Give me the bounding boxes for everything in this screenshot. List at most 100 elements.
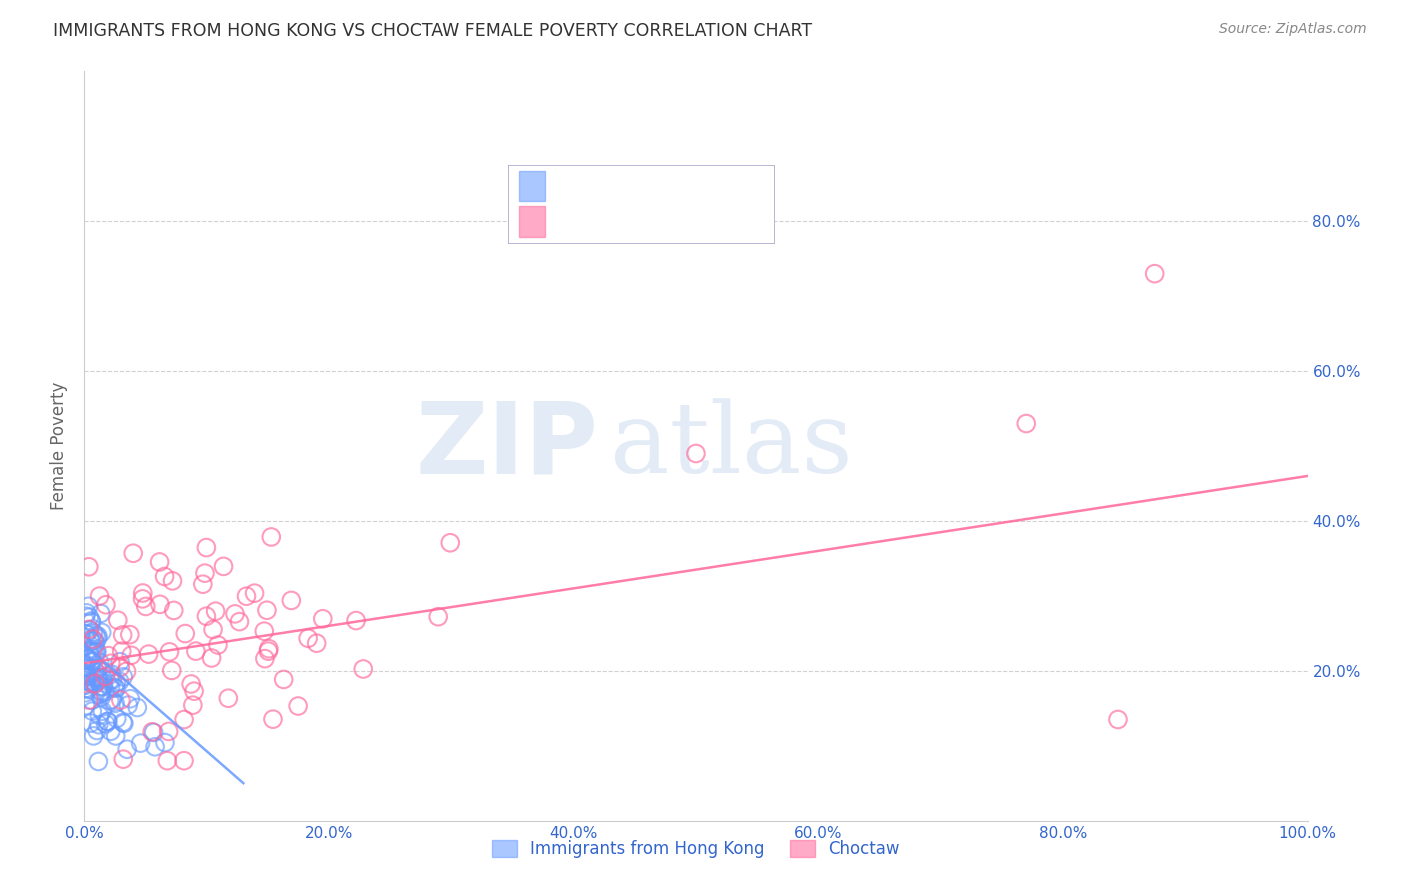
Point xyxy=(117,698,139,712)
Point xyxy=(195,609,218,624)
Point xyxy=(200,651,222,665)
Point xyxy=(112,670,135,684)
Point xyxy=(202,623,225,637)
Point xyxy=(174,626,197,640)
Point xyxy=(90,664,112,678)
Point xyxy=(83,633,105,648)
Point xyxy=(111,644,134,658)
Point xyxy=(80,662,103,676)
Point xyxy=(80,675,103,690)
Point xyxy=(98,673,121,687)
Point xyxy=(80,641,103,656)
Point xyxy=(120,648,142,663)
Point xyxy=(90,625,112,640)
Point xyxy=(439,535,461,549)
Point xyxy=(228,615,250,629)
Point xyxy=(97,714,120,729)
Point xyxy=(76,669,98,683)
Text: Source: ZipAtlas.com: Source: ZipAtlas.com xyxy=(1219,22,1367,37)
Point xyxy=(84,645,107,659)
Point xyxy=(89,708,111,723)
Point xyxy=(115,742,138,756)
Point xyxy=(181,698,204,713)
Point xyxy=(312,612,335,626)
Point xyxy=(87,717,110,731)
Point xyxy=(108,674,131,689)
Point xyxy=(110,693,132,707)
Point xyxy=(1143,267,1166,281)
Point xyxy=(86,662,108,676)
Point xyxy=(257,644,280,658)
Point xyxy=(84,677,107,691)
Point xyxy=(86,632,108,646)
Point xyxy=(100,692,122,706)
Point xyxy=(243,586,266,600)
Point xyxy=(84,676,107,690)
Text: N = 105: N = 105 xyxy=(682,178,754,194)
Y-axis label: Female Poverty: Female Poverty xyxy=(51,382,69,510)
Point xyxy=(131,591,153,606)
Point xyxy=(224,607,246,621)
Point xyxy=(91,680,114,694)
Point xyxy=(89,589,111,603)
Point xyxy=(217,691,239,706)
Point xyxy=(82,655,104,669)
Point xyxy=(184,644,207,658)
Point xyxy=(156,754,179,768)
Point xyxy=(90,690,112,704)
Point xyxy=(157,724,180,739)
Point xyxy=(100,657,122,671)
Point xyxy=(111,628,134,642)
Point xyxy=(75,627,97,641)
Legend: Immigrants from Hong Kong, Choctaw: Immigrants from Hong Kong, Choctaw xyxy=(485,833,907,864)
Point xyxy=(97,648,120,663)
Point xyxy=(75,671,97,685)
Point xyxy=(87,672,110,686)
Point xyxy=(194,566,217,581)
Point xyxy=(77,559,100,574)
Point xyxy=(305,636,328,650)
Text: IMMIGRANTS FROM HONG KONG VS CHOCTAW FEMALE POVERTY CORRELATION CHART: IMMIGRANTS FROM HONG KONG VS CHOCTAW FEM… xyxy=(53,22,813,40)
Point xyxy=(100,667,122,681)
Point xyxy=(180,677,202,691)
Point xyxy=(79,632,101,647)
Point xyxy=(127,700,149,714)
Point xyxy=(76,652,98,666)
Point xyxy=(80,649,103,664)
Point xyxy=(262,712,284,726)
Point xyxy=(344,614,367,628)
Point xyxy=(80,615,103,629)
Point xyxy=(132,586,155,600)
Point xyxy=(87,673,110,688)
Point xyxy=(76,669,98,683)
Point xyxy=(685,446,707,460)
Point xyxy=(142,725,165,739)
Point xyxy=(82,655,104,669)
Point xyxy=(80,716,103,731)
Point xyxy=(82,632,104,646)
Point xyxy=(141,724,163,739)
Point xyxy=(90,607,112,621)
Point xyxy=(90,680,112,694)
Bar xyxy=(519,171,546,201)
Point xyxy=(75,698,97,713)
Text: R = -0.289: R = -0.289 xyxy=(554,178,648,194)
Point xyxy=(75,666,97,681)
Point xyxy=(79,610,101,624)
Point xyxy=(1015,417,1038,431)
Point xyxy=(75,673,97,688)
Point xyxy=(80,674,103,689)
Point xyxy=(75,681,97,696)
Point xyxy=(153,735,176,749)
Point xyxy=(1107,713,1129,727)
Bar xyxy=(519,206,546,236)
Point xyxy=(104,697,127,711)
Point xyxy=(77,599,100,614)
Point xyxy=(280,593,302,607)
Point xyxy=(86,670,108,684)
Point xyxy=(273,673,295,687)
Point xyxy=(104,729,127,743)
Point xyxy=(260,530,283,544)
Point xyxy=(120,691,142,706)
Point xyxy=(76,606,98,620)
